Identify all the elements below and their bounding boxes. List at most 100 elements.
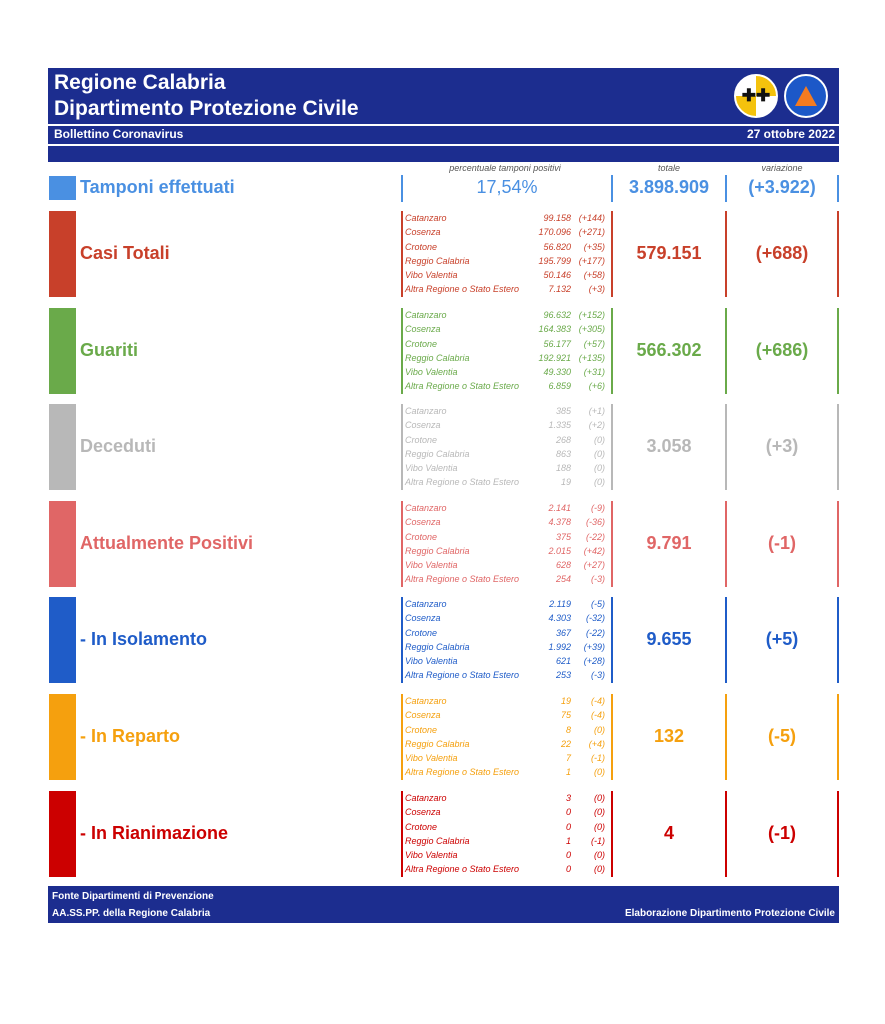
category-sep: [401, 211, 403, 297]
region-list: Catanzaro 2.141 (-9) Cosenza 4.378 (-36) Croto…: [405, 501, 605, 587]
category-sep: [725, 694, 727, 780]
region-row: Vibo Valentia 621 (+28): [405, 654, 605, 668]
category-sep: [725, 308, 727, 394]
category-label: - In Rianimazione: [80, 823, 229, 843]
category-sep: [611, 694, 613, 780]
category-total: 132: [653, 726, 685, 746]
region-delta: (-4): [591, 696, 605, 706]
positivity-header: percentuale tamponi positivi: [449, 163, 561, 173]
category-sep: [401, 597, 403, 683]
category-total: 566.302: [636, 340, 702, 360]
category-variation: (+3): [765, 436, 799, 456]
region-name: Catanzaro: [405, 793, 447, 803]
region-name: Altra Regione o Stato Estero: [405, 670, 520, 681]
region-delta: (0): [594, 463, 605, 474]
region-name: Reggio Calabria: [405, 255, 470, 266]
region-value: 1.992: [548, 641, 571, 652]
region-name: Vibo Valentia: [405, 850, 458, 861]
bulletin-subtitle: Bollettino Coronavirus: [54, 127, 184, 141]
region-name: Reggio Calabria: [405, 352, 470, 363]
category-label: - In Isolamento: [80, 629, 208, 649]
header-banner: Regione Calabria Dipartimento Protezione…: [48, 68, 839, 162]
region-row: Vibo Valentia 50.146 (+58): [405, 268, 605, 282]
region-name: Altra Regione o Stato Estero: [405, 284, 520, 295]
region-delta: (+6): [588, 381, 605, 392]
region-name: Cosenza: [405, 420, 441, 431]
region-delta: (-32): [585, 613, 605, 624]
region-row: Altra Regione o Stato Estero 254 (-3): [405, 572, 605, 586]
region-delta: (+135): [578, 352, 605, 363]
region-row: Cosenza 0 (0): [405, 805, 605, 819]
category-variation: (+688): [755, 243, 809, 263]
category-sep: [725, 791, 727, 877]
category-sep: [611, 404, 613, 490]
category-sep: [725, 404, 727, 490]
footer-credit: Elaborazione Dipartimento Protezione Civ…: [624, 908, 835, 919]
region-value: 253: [555, 670, 571, 681]
region-value: 164.383: [538, 324, 571, 335]
region-name: Altra Regione o Stato Estero: [405, 381, 520, 392]
region-row: Cosenza 164.383 (+305): [405, 322, 605, 336]
tamponi-sep-2: [611, 175, 613, 202]
region-delta: (+4): [588, 738, 605, 749]
region-row: Vibo Valentia 7 (-1): [405, 751, 605, 765]
region-name: Cosenza: [405, 227, 441, 238]
region-row: Catanzaro 2.119 (-5): [405, 597, 605, 611]
region-value: 188: [555, 463, 571, 474]
region-row: Reggio Calabria 863 (0): [405, 447, 605, 461]
region-value: 1: [565, 767, 571, 778]
region-row: Altra Regione o Stato Estero 19 (0): [405, 475, 605, 489]
region-delta: (-36): [585, 517, 605, 528]
region-value: 56.177: [543, 338, 571, 349]
region-delta: (+35): [583, 241, 605, 252]
region-delta: (+31): [583, 367, 605, 378]
region-row: Crotone 56.820 (+35): [405, 240, 605, 254]
region-value: 1: [565, 835, 571, 846]
region-value: 170.096: [538, 227, 571, 238]
tamponi-total: 3.898.909: [628, 177, 710, 197]
region-name: Crotone: [405, 627, 438, 638]
category-total: 3.058: [646, 436, 692, 456]
region-value: 75: [560, 710, 571, 721]
region-value: 8: [565, 724, 571, 735]
region-delta: (+144): [578, 213, 605, 223]
region-row: Crotone 0 (0): [405, 820, 605, 834]
footer-source-1: Fonte Dipartimenti di Prevenzione: [52, 891, 214, 902]
header-divider-2: [48, 144, 839, 146]
category-sep: [611, 597, 613, 683]
region-name: Vibo Valentia: [405, 270, 458, 281]
category-sep: [837, 791, 839, 877]
region-delta: (-9): [591, 503, 605, 513]
region-delta: (+3): [588, 284, 605, 295]
region-delta: (+27): [583, 560, 605, 571]
region-row: Reggio Calabria 1 (-1): [405, 834, 605, 848]
region-delta: (0): [594, 767, 605, 778]
region-row: Vibo Valentia 49.330 (+31): [405, 365, 605, 379]
category-variation: (-5): [768, 726, 796, 746]
region-value: 4.378: [548, 517, 571, 528]
category-swatch: [49, 694, 76, 780]
region-name: Catanzaro: [405, 696, 447, 706]
region-delta: (-5): [591, 599, 605, 609]
region-name: Catanzaro: [405, 406, 447, 416]
region-delta: (+152): [578, 310, 605, 320]
category-total: 579.151: [636, 243, 702, 263]
region-value: 19: [560, 477, 571, 488]
region-delta: (-3): [591, 574, 605, 585]
tamponi-variation: (+3.922): [748, 177, 816, 197]
region-row: Catanzaro 99.158 (+144): [405, 211, 605, 225]
region-delta: (+42): [583, 545, 605, 556]
region-row: Cosenza 1.335 (+2): [405, 418, 605, 432]
region-delta: (+57): [583, 338, 605, 349]
region-name: Altra Regione o Stato Estero: [405, 767, 520, 778]
region-value: 4.303: [548, 613, 571, 624]
tamponi-sep-3: [725, 175, 727, 202]
region-name: Altra Regione o Stato Estero: [405, 477, 520, 488]
region-value: 195.799: [538, 255, 571, 266]
region-name: Reggio Calabria: [405, 738, 470, 749]
region-row: Altra Regione o Stato Estero 0 (0): [405, 862, 605, 876]
region-name: Cosenza: [405, 517, 441, 528]
region-list: Catanzaro 3 (0) Cosenza 0 (0) Crotone 0 (0) Reggi…: [405, 791, 605, 877]
category-sep: [401, 501, 403, 587]
region-delta: (0): [594, 434, 605, 445]
